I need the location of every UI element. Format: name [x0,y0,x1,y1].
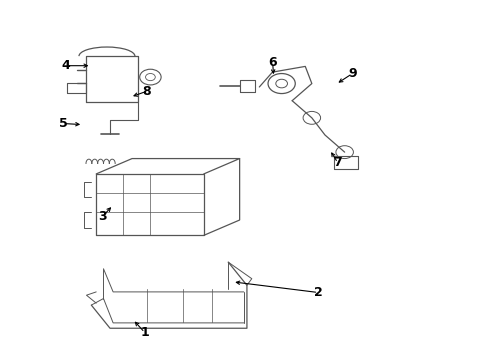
Text: 4: 4 [61,59,70,72]
Text: 8: 8 [142,85,150,98]
Text: 7: 7 [333,156,342,169]
Text: 6: 6 [268,56,276,69]
Text: 3: 3 [98,210,106,223]
Text: 5: 5 [59,117,68,130]
Text: 2: 2 [313,286,322,299]
Text: 1: 1 [140,326,149,339]
Text: 9: 9 [347,67,356,80]
